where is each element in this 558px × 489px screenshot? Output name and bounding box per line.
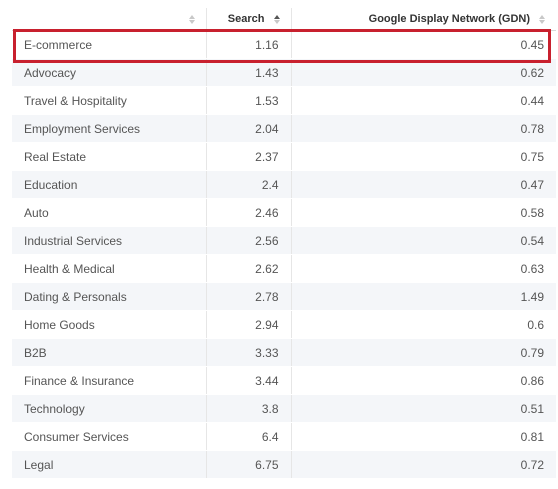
cell-search: 3.44 [206, 366, 292, 395]
cell-gdn: 0.51 [291, 394, 556, 423]
cell-industry: B2B [12, 338, 207, 367]
table-row: Advocacy 1.43 0.62 [12, 58, 556, 87]
cell-industry: Advocacy [12, 58, 207, 87]
cell-search: 1.16 [206, 30, 292, 59]
cell-gdn: 0.45 [291, 30, 556, 59]
cell-industry: Home Goods [12, 310, 207, 339]
cell-industry: E-commerce [12, 30, 207, 59]
cell-search: 6.4 [206, 422, 292, 451]
cell-industry: Health & Medical [12, 254, 207, 283]
cell-industry: Legal [12, 450, 207, 479]
sort-icon[interactable] [188, 13, 196, 25]
table-row: Dating & Personals 2.78 1.49 [12, 282, 556, 311]
cell-search: 6.75 [206, 450, 292, 479]
cell-industry: Consumer Services [12, 422, 207, 451]
table-row: Travel & Hospitality 1.53 0.44 [12, 86, 556, 115]
data-table-container: Search Google Display Network (GDN) E-co… [12, 8, 556, 479]
table-body: E-commerce 1.16 0.45 Advocacy 1.43 0.62 Travel… [12, 30, 556, 479]
column-header-gdn[interactable]: Google Display Network (GDN) [291, 8, 556, 31]
table-row: Education 2.4 0.47 [12, 170, 556, 199]
cell-industry: Real Estate [12, 142, 207, 171]
cell-industry: Employment Services [12, 114, 207, 143]
table-row: Industrial Services 2.56 0.54 [12, 226, 556, 255]
cell-search: 2.62 [206, 254, 292, 283]
table-row: Legal 6.75 0.72 [12, 450, 556, 479]
column-header-industry[interactable] [12, 8, 207, 31]
cell-industry: Technology [12, 394, 207, 423]
cell-gdn: 0.72 [291, 450, 556, 479]
table-row: Health & Medical 2.62 0.63 [12, 254, 556, 283]
cell-gdn: 0.54 [291, 226, 556, 255]
table-row: Real Estate 2.37 0.75 [12, 142, 556, 171]
cell-gdn: 0.78 [291, 114, 556, 143]
column-header-label: Search [227, 13, 265, 25]
cell-industry: Industrial Services [12, 226, 207, 255]
header-row: Search Google Display Network (GDN) [12, 8, 556, 31]
cell-search: 1.43 [206, 58, 292, 87]
table-row: Home Goods 2.94 0.6 [12, 310, 556, 339]
cell-gdn: 0.6 [291, 310, 556, 339]
cell-gdn: 0.79 [291, 338, 556, 367]
table-row: Consumer Services 6.4 0.81 [12, 422, 556, 451]
table-row: Finance & Insurance 3.44 0.86 [12, 366, 556, 395]
table-header: Search Google Display Network (GDN) [12, 8, 556, 31]
cell-gdn: 0.62 [291, 58, 556, 87]
cell-gdn: 0.63 [291, 254, 556, 283]
column-header-search[interactable]: Search [206, 8, 292, 31]
cell-search: 2.78 [206, 282, 292, 311]
cell-search: 2.46 [206, 198, 292, 227]
cell-gdn: 0.81 [291, 422, 556, 451]
cell-industry: Education [12, 170, 207, 199]
table-row: Auto 2.46 0.58 [12, 198, 556, 227]
cell-search: 2.94 [206, 310, 292, 339]
data-table: Search Google Display Network (GDN) E-co… [12, 8, 556, 479]
table-row: Technology 3.8 0.51 [12, 394, 556, 423]
cell-search: 2.04 [206, 114, 292, 143]
cell-gdn: 0.75 [291, 142, 556, 171]
cell-industry: Dating & Personals [12, 282, 207, 311]
cell-gdn: 0.58 [291, 198, 556, 227]
table-row: Employment Services 2.04 0.78 [12, 114, 556, 143]
cell-industry: Auto [12, 198, 207, 227]
cell-search: 2.37 [206, 142, 292, 171]
cell-search: 3.8 [206, 394, 292, 423]
cell-gdn: 1.49 [291, 282, 556, 311]
cell-search: 1.53 [206, 86, 292, 115]
sort-icon[interactable] [538, 13, 546, 25]
cell-gdn: 0.86 [291, 366, 556, 395]
cell-gdn: 0.47 [291, 170, 556, 199]
table-row: B2B 3.33 0.79 [12, 338, 556, 367]
cell-search: 3.33 [206, 338, 292, 367]
column-header-label: Google Display Network (GDN) [368, 13, 530, 25]
table-row: E-commerce 1.16 0.45 [12, 30, 556, 59]
sort-ascending-icon[interactable] [273, 13, 281, 25]
cell-gdn: 0.44 [291, 86, 556, 115]
cell-industry: Travel & Hospitality [12, 86, 207, 115]
cell-search: 2.56 [206, 226, 292, 255]
cell-industry: Finance & Insurance [12, 366, 207, 395]
cell-search: 2.4 [206, 170, 292, 199]
